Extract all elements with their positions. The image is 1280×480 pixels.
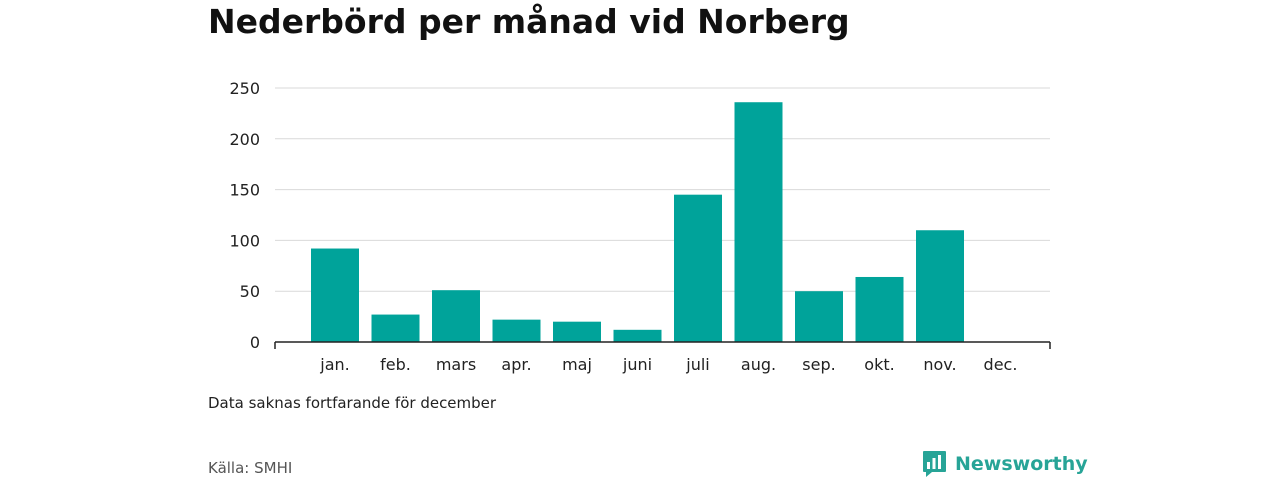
x-tick-label: feb. — [380, 355, 411, 374]
bar-0 — [311, 248, 359, 342]
y-tick-label: 150 — [229, 181, 260, 200]
x-tick-label: juli — [685, 355, 709, 374]
chart-title: Nederbörd per månad vid Norberg — [208, 2, 850, 41]
y-tick-label: 250 — [229, 79, 260, 98]
source-label: Källa: SMHI — [208, 459, 293, 477]
data-note: Data saknas fortfarande för december — [208, 394, 497, 412]
y-tick-label: 0 — [250, 333, 260, 352]
x-tick-label: mars — [436, 355, 476, 374]
bar-5 — [613, 329, 662, 342]
brand-logo: Newsworthy — [922, 450, 1088, 478]
x-tick-label: aug. — [741, 355, 776, 374]
bar-6 — [674, 194, 722, 342]
bar-10 — [916, 230, 964, 342]
x-tick-label: apr. — [501, 355, 531, 374]
x-tick-label: juni — [622, 355, 652, 374]
y-tick-label: 200 — [229, 130, 260, 149]
bar-9 — [855, 276, 904, 342]
y-tick-label: 100 — [229, 231, 260, 250]
x-tick-label: sep. — [802, 355, 835, 374]
bar-chart-speech-bubble-icon — [923, 451, 946, 477]
x-tick-label: dec. — [984, 355, 1018, 374]
bar-8 — [795, 291, 843, 342]
bars — [311, 102, 964, 342]
bar-4 — [553, 321, 601, 342]
axes — [274, 341, 1051, 349]
bar-2 — [432, 290, 480, 342]
x-tick-label: nov. — [923, 355, 956, 374]
brand-name: Newsworthy — [955, 453, 1088, 475]
x-tick-label: maj — [562, 355, 592, 374]
bar-7 — [734, 102, 783, 342]
tick-labels: 0 50 100 150 200 250 jan. feb. mars apr. maj juni ju… — [229, 79, 1017, 374]
x-tick-label: okt. — [864, 355, 894, 374]
x-tick-label: jan. — [319, 355, 349, 374]
y-tick-label: 50 — [240, 282, 260, 301]
bar-3 — [492, 319, 541, 342]
bar-1 — [371, 314, 420, 342]
